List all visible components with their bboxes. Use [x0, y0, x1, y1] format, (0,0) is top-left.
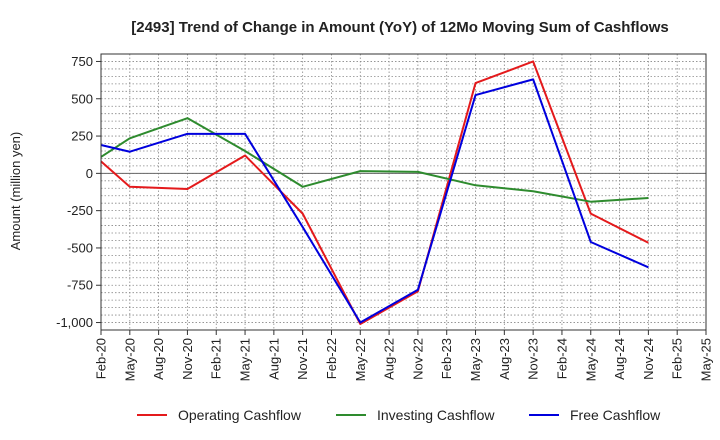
x-tick-label: Aug-22	[382, 338, 397, 380]
legend-label-investing-cashflow: Investing Cashflow	[377, 407, 495, 423]
y-tick-label: 0	[86, 166, 93, 181]
x-tick-label: Feb-21	[209, 338, 224, 379]
y-tick-label: 250	[71, 129, 93, 144]
grid	[100, 53, 707, 331]
x-tick-label: Nov-23	[526, 338, 541, 380]
legend-label-free-cashflow: Free Cashflow	[570, 407, 661, 423]
x-tick-label: Feb-25	[670, 338, 685, 379]
x-tick-label: Aug-20	[151, 338, 166, 380]
plot-frame	[100, 53, 707, 331]
y-tick-label: -250	[67, 203, 93, 218]
x-axis-ticks: Feb-20 May-20 Aug-20 Nov-20 Feb-21 May-21 Aug-…	[94, 330, 714, 381]
legend: Operating Cashflow Investing Cashflow Free…	[137, 407, 661, 423]
x-tick-label: Nov-20	[180, 338, 195, 380]
series-line-investing-cashflow	[100, 117, 649, 203]
x-tick-label: May-20	[122, 338, 137, 381]
series-line-free-cashflow	[100, 78, 649, 324]
x-tick-label: May-25	[699, 338, 714, 381]
y-axis-label: Amount (million yen)	[8, 132, 23, 251]
y-tick-label: -1,000	[56, 315, 93, 330]
x-tick-label: Nov-24	[641, 338, 656, 380]
series-lines	[100, 60, 649, 326]
y-tick-label: 500	[71, 91, 93, 106]
x-tick-label: May-24	[583, 338, 598, 381]
x-tick-label: Aug-24	[612, 338, 627, 380]
x-tick-label: Nov-22	[410, 338, 425, 380]
legend-label-operating-cashflow: Operating Cashflow	[178, 407, 302, 423]
y-tick-label: -500	[67, 240, 93, 255]
x-tick-label: Aug-23	[497, 338, 512, 380]
x-tick-label: Nov-21	[295, 338, 310, 380]
series-line-operating-cashflow	[100, 60, 649, 326]
x-tick-label: May-22	[353, 338, 368, 381]
x-tick-label: Feb-23	[439, 338, 454, 379]
x-tick-label: Feb-24	[554, 338, 569, 379]
x-tick-label: Feb-20	[94, 338, 109, 379]
y-tick-label: 750	[71, 54, 93, 69]
x-tick-label: May-21	[238, 338, 253, 381]
x-tick-label: May-23	[468, 338, 483, 381]
y-tick-label: -750	[67, 278, 93, 293]
x-tick-label: Feb-22	[324, 338, 339, 379]
y-axis-ticks: 750 500 250 0 -250 -500 -750 -1,000	[56, 54, 101, 330]
x-tick-label: Aug-21	[266, 338, 281, 380]
chart-title: [2493] Trend of Change in Amount (YoY) o…	[131, 19, 669, 36]
